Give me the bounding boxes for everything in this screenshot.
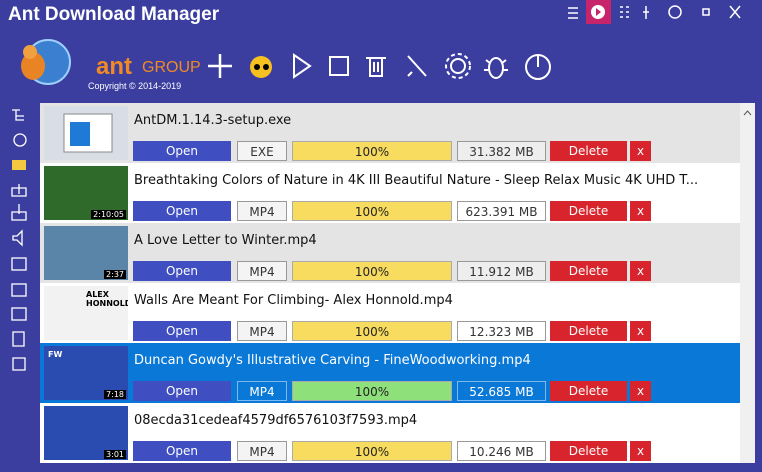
file-size: 31.382 MB [457,141,546,161]
delete-button[interactable]: Delete [550,201,627,221]
open-button[interactable]: Open [133,441,231,461]
thumbnail: 2:10:05 [44,166,128,220]
file-name: Duncan Gowdy's Illustrative Carving - Fi… [134,353,531,368]
open-button[interactable]: Open [133,141,231,161]
toolbar: ant GROUP Copyright © 2014-2019 [21,39,551,91]
thumbnail [44,106,128,160]
duration: 7:18 [104,390,126,399]
duration: 2:37 [104,270,126,279]
remove-button[interactable]: x [630,261,651,281]
remove-button[interactable]: x [630,321,651,341]
file-name: Walls Are Meant For Climbing- Alex Honno… [134,293,453,308]
remove-button[interactable]: x [630,441,651,461]
thumbnail: 3:01 [44,406,128,460]
window-title: Ant Download Manager [8,4,220,25]
remove-button[interactable]: x [630,201,651,221]
file-size: 11.912 MB [457,261,546,281]
file-size: 10.246 MB [457,441,546,461]
file-type: MP4 [237,201,287,221]
duration: 3:01 [104,450,126,459]
copyright: Copyright © 2014-2019 [88,81,181,91]
file-type: MP4 [237,441,287,461]
delete-button[interactable]: Delete [550,141,627,161]
download-row[interactable]: ALEX HONNOLD Walls Are Meant For Climbing… [40,283,740,343]
file-type: MP4 [237,261,287,281]
duration: 2:10:05 [91,210,126,219]
progress: 100% [292,381,452,401]
delete-button[interactable]: Delete [550,261,627,281]
download-row[interactable]: FW 7:18 Duncan Gowdy's Illustrative Carvin… [40,343,740,403]
scroll-arrow [743,110,752,116]
thumb-text: FW [48,350,63,359]
download-row[interactable]: 3:01 08ecda31cedeaf4579df6576103f7593.mp4… [40,403,740,463]
remove-button[interactable]: x [630,381,651,401]
progress: 100% [292,261,452,281]
file-icon [63,113,113,153]
thumb-text: ALEX HONNOLD [86,290,128,308]
file-name: 08ecda31cedeaf4579df6576103f7593.mp4 [134,413,418,428]
scrollbar[interactable] [740,103,755,463]
download-row[interactable]: 2:37 A Love Letter to Winter.mp4 Open MP4 10… [40,223,740,283]
progress: 100% [292,201,452,221]
file-size: 623.391 MB [457,201,546,221]
file-name: A Love Letter to Winter.mp4 [134,233,317,248]
logo-brand: ant [96,53,132,80]
open-button[interactable]: Open [133,261,231,281]
file-name: Breathtaking Colors of Nature in 4K III … [134,173,699,188]
logo-group: GROUP [142,59,201,76]
delete-button[interactable]: Delete [550,381,627,401]
file-name: AntDM.1.14.3-setup.exe [134,113,292,128]
progress: 100% [292,321,452,341]
remove-button[interactable]: x [630,141,651,161]
file-type: MP4 [237,381,287,401]
thumbnail: 2:37 [44,226,128,280]
progress: 100% [292,141,452,161]
open-button[interactable]: Open [133,321,231,341]
thumbnail: ALEX HONNOLD [44,286,128,340]
download-list: AntDM.1.14.3-setup.exe Open EXE 100% 31.382 … [40,103,740,463]
delete-button[interactable]: Delete [550,441,627,461]
thumbnail: FW 7:18 [44,346,128,400]
delete-button[interactable]: Delete [550,321,627,341]
file-size: 52.685 MB [457,381,546,401]
open-button[interactable]: Open [133,381,231,401]
file-size: 12.323 MB [457,321,546,341]
progress: 100% [292,441,452,461]
title-bar-controls [568,0,741,24]
file-type: MP4 [237,321,287,341]
file-type: EXE [237,141,287,161]
sidebar [11,109,27,371]
open-button[interactable]: Open [133,201,231,221]
download-row[interactable]: AntDM.1.14.3-setup.exe Open EXE 100% 31.382 … [40,103,740,163]
download-row[interactable]: 2:10:05 Breathtaking Colors of Nature in … [40,163,740,223]
